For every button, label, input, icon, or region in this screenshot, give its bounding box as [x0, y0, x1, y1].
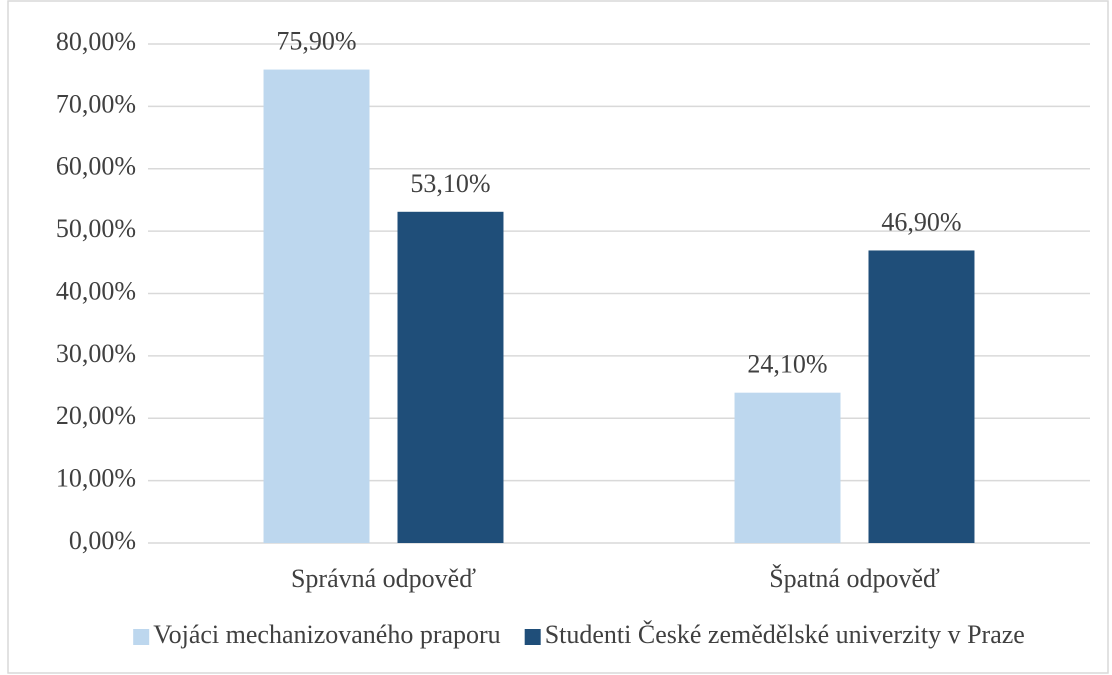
- legend-swatch: [524, 629, 541, 645]
- bar: [734, 392, 841, 543]
- x-tick-label: Špatná odpověď: [769, 564, 940, 593]
- chart-border: [7, 0, 1109, 674]
- value-label: 75,90%: [276, 27, 356, 56]
- y-tick-label: 70,00%: [56, 89, 136, 118]
- value-label: 46,90%: [881, 207, 961, 236]
- y-tick-label: 80,00%: [56, 27, 136, 56]
- y-tick-label: 0,00%: [69, 526, 136, 555]
- legend-label: Studenti České zemědělské univerzity v P…: [545, 620, 1025, 649]
- bar: [397, 211, 504, 543]
- y-tick-label: 30,00%: [56, 339, 136, 368]
- x-tick-label: Správná odpověď: [291, 564, 476, 593]
- legend-label: Vojáci mechanizovaného praporu: [153, 620, 501, 649]
- bar: [868, 250, 975, 543]
- y-tick-label: 60,00%: [56, 152, 136, 181]
- y-tick-label: 20,00%: [56, 401, 136, 430]
- value-label: 24,10%: [747, 350, 827, 379]
- y-tick-label: 10,00%: [56, 464, 136, 493]
- bar: [263, 69, 370, 543]
- value-label: 53,10%: [410, 169, 490, 198]
- y-tick-label: 50,00%: [56, 214, 136, 243]
- y-tick-label: 40,00%: [56, 276, 136, 305]
- legend-swatch: [133, 629, 150, 645]
